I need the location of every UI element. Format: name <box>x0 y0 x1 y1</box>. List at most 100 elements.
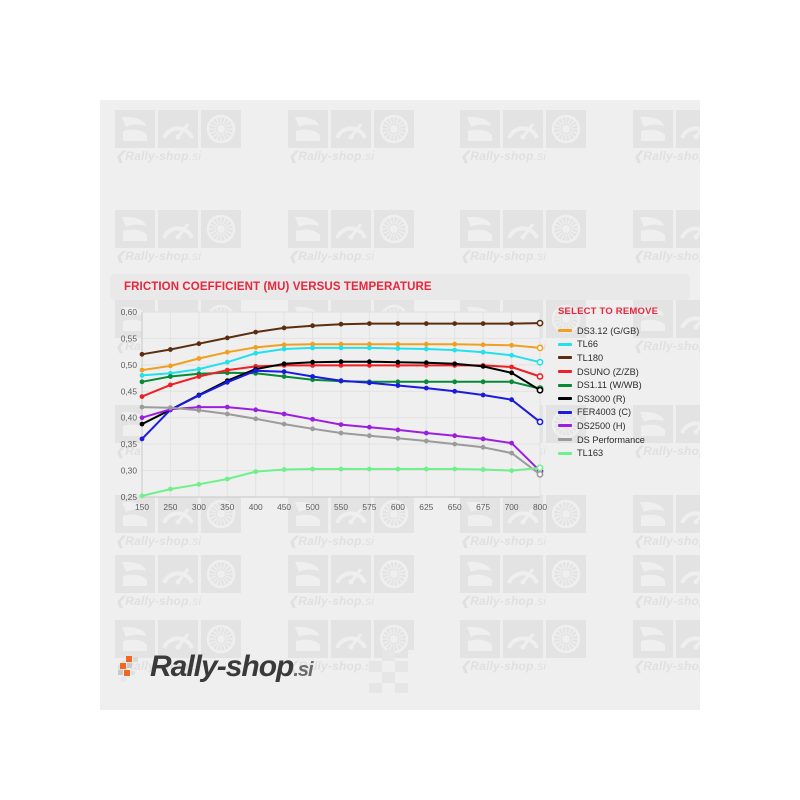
series-point[interactable] <box>452 388 458 394</box>
series-point[interactable] <box>253 416 259 422</box>
series-point[interactable] <box>509 364 515 370</box>
legend-item[interactable]: TL163 <box>558 446 692 460</box>
series-point[interactable] <box>338 430 344 436</box>
series-point[interactable] <box>224 411 230 417</box>
series-point[interactable] <box>310 416 316 422</box>
series-point[interactable] <box>452 347 458 353</box>
series-point[interactable] <box>423 430 429 436</box>
series-point[interactable] <box>139 394 145 399</box>
series-point[interactable] <box>367 380 372 386</box>
series-point[interactable] <box>395 321 401 327</box>
series-point[interactable] <box>423 346 429 352</box>
series-point[interactable] <box>253 329 259 335</box>
series-point[interactable] <box>281 467 287 472</box>
series-point[interactable] <box>224 359 230 365</box>
series-point[interactable] <box>480 349 486 355</box>
series-point[interactable] <box>452 441 458 447</box>
series-point[interactable] <box>536 358 544 366</box>
series-point[interactable] <box>139 373 145 378</box>
series-point[interactable] <box>509 352 515 358</box>
series-point[interactable] <box>196 407 202 413</box>
series-point[interactable] <box>395 359 401 365</box>
series-point[interactable] <box>480 467 486 472</box>
series-point[interactable] <box>281 361 287 367</box>
series-point[interactable] <box>480 444 486 450</box>
series-point[interactable] <box>536 373 544 380</box>
series-point[interactable] <box>480 436 486 442</box>
series-point[interactable] <box>281 411 287 417</box>
series-point[interactable] <box>139 415 145 421</box>
series-point[interactable] <box>139 421 145 427</box>
series-point[interactable] <box>224 404 230 410</box>
series-point[interactable] <box>310 426 316 432</box>
series-point[interactable] <box>423 466 429 472</box>
series-point[interactable] <box>168 347 173 352</box>
series-point[interactable] <box>480 379 486 385</box>
series-point[interactable] <box>509 397 515 403</box>
series-point[interactable] <box>480 321 486 327</box>
series-point[interactable] <box>367 345 372 351</box>
series-point[interactable] <box>509 379 515 385</box>
series-point[interactable] <box>480 364 486 369</box>
series-point[interactable] <box>452 341 458 347</box>
legend-item[interactable]: DS3.12 (G/GB) <box>558 324 692 338</box>
series-point[interactable] <box>224 379 230 385</box>
legend-item[interactable]: TL66 <box>558 338 692 352</box>
series-point[interactable] <box>395 427 401 433</box>
series-point[interactable] <box>423 438 429 444</box>
series-point[interactable] <box>395 466 401 472</box>
series-point[interactable] <box>281 346 287 352</box>
series-point[interactable] <box>536 470 544 478</box>
series-point[interactable] <box>338 466 344 472</box>
series-point[interactable] <box>480 392 486 398</box>
series-point[interactable] <box>536 319 544 327</box>
series-point[interactable] <box>509 450 515 456</box>
series-point[interactable] <box>452 379 458 385</box>
series-point[interactable] <box>168 405 173 411</box>
series-point[interactable] <box>310 345 316 351</box>
series-point[interactable] <box>338 378 344 384</box>
series-point[interactable] <box>395 341 401 347</box>
series-point[interactable] <box>139 404 145 410</box>
series-point[interactable] <box>338 422 344 427</box>
series-point[interactable] <box>224 335 230 341</box>
series-point[interactable] <box>367 424 372 430</box>
series-point[interactable] <box>367 466 372 472</box>
series-point[interactable] <box>310 466 316 472</box>
series-point[interactable] <box>452 361 458 367</box>
series-point[interactable] <box>139 379 145 385</box>
series-point[interactable] <box>536 464 544 472</box>
series-point[interactable] <box>196 393 202 398</box>
series-point[interactable] <box>423 360 429 366</box>
series-point[interactable] <box>509 342 515 348</box>
series-point[interactable] <box>253 345 259 350</box>
series-point[interactable] <box>452 321 458 327</box>
legend-item[interactable]: DS Performance <box>558 433 692 447</box>
series-point[interactable] <box>423 341 429 347</box>
series-point[interactable] <box>338 359 344 365</box>
legend-item[interactable]: DS3000 (R) <box>558 392 692 406</box>
series-point[interactable] <box>281 325 287 331</box>
series-point[interactable] <box>168 486 173 492</box>
series-point[interactable] <box>536 418 544 426</box>
series-point[interactable] <box>367 359 372 365</box>
series-point[interactable] <box>139 436 145 442</box>
series-point[interactable] <box>423 379 429 385</box>
series-point[interactable] <box>536 386 544 394</box>
series-point[interactable] <box>253 350 259 356</box>
series-point[interactable] <box>196 341 202 347</box>
series-point[interactable] <box>338 321 344 327</box>
series-point[interactable] <box>196 481 202 487</box>
series-point[interactable] <box>281 374 287 379</box>
series-point[interactable] <box>423 321 429 327</box>
series-point[interactable] <box>224 349 230 355</box>
series-point[interactable] <box>253 469 259 475</box>
legend-item[interactable]: DS2500 (H) <box>558 419 692 433</box>
series-point[interactable] <box>338 345 344 351</box>
series-point[interactable] <box>168 382 173 388</box>
series-point[interactable] <box>253 407 259 413</box>
series-point[interactable] <box>281 342 287 348</box>
series-point[interactable] <box>452 466 458 472</box>
series-point[interactable] <box>168 363 173 369</box>
series-point[interactable] <box>224 476 230 482</box>
